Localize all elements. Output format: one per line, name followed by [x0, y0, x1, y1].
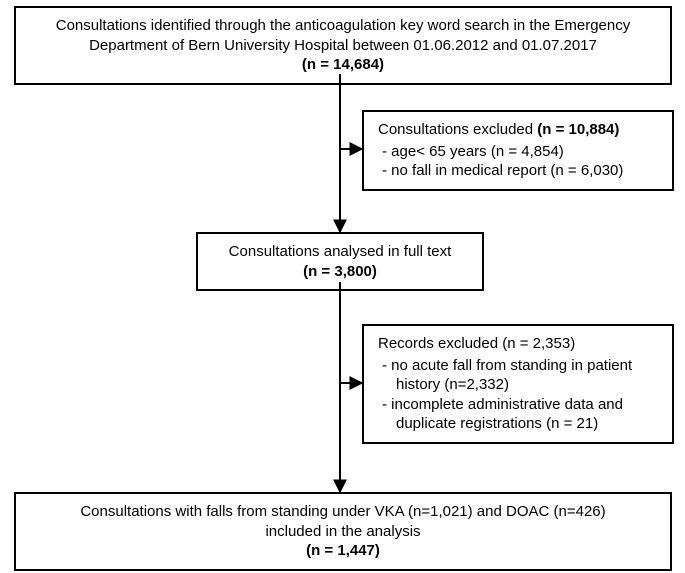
excluded2-title: Records excluded (n = 2,353): [378, 334, 658, 354]
box-identified: Consultations identified through the ant…: [14, 6, 672, 85]
included-line2: included in the analysis: [30, 522, 656, 542]
identified-n: (n = 14,684): [30, 55, 656, 75]
identified-line1: Consultations identified through the ant…: [30, 16, 656, 36]
box-excluded-1: Consultations excluded (n = 10,884) age<…: [362, 110, 674, 191]
included-n: (n = 1,447): [30, 541, 656, 561]
analysed-n: (n = 3,800): [212, 262, 468, 282]
excluded2-list: no acute fall from standing in patient h…: [378, 356, 658, 434]
box-included: Consultations with falls from standing u…: [14, 492, 672, 571]
excluded1-title-n: (n = 10,884): [537, 121, 619, 138]
identified-line2: Department of Bern University Hospital b…: [30, 36, 656, 56]
box-excluded-2: Records excluded (n = 2,353) no acute fa…: [362, 324, 674, 444]
list-item: age< 65 years (n = 4,854): [388, 142, 658, 162]
excluded1-list: age< 65 years (n = 4,854) no fall in med…: [378, 142, 658, 181]
list-item: incomplete administrative data and dupli…: [388, 395, 658, 434]
list-item: no fall in medical report (n = 6,030): [388, 161, 658, 181]
list-item: no acute fall from standing in patient h…: [388, 356, 658, 395]
included-line1: Consultations with falls from standing u…: [30, 502, 656, 522]
excluded1-title: Consultations excluded (n = 10,884): [378, 120, 658, 140]
box-analysed: Consultations analysed in full text (n =…: [196, 232, 484, 291]
analysed-line1: Consultations analysed in full text: [212, 242, 468, 262]
excluded1-title-prefix: Consultations excluded: [378, 121, 537, 138]
